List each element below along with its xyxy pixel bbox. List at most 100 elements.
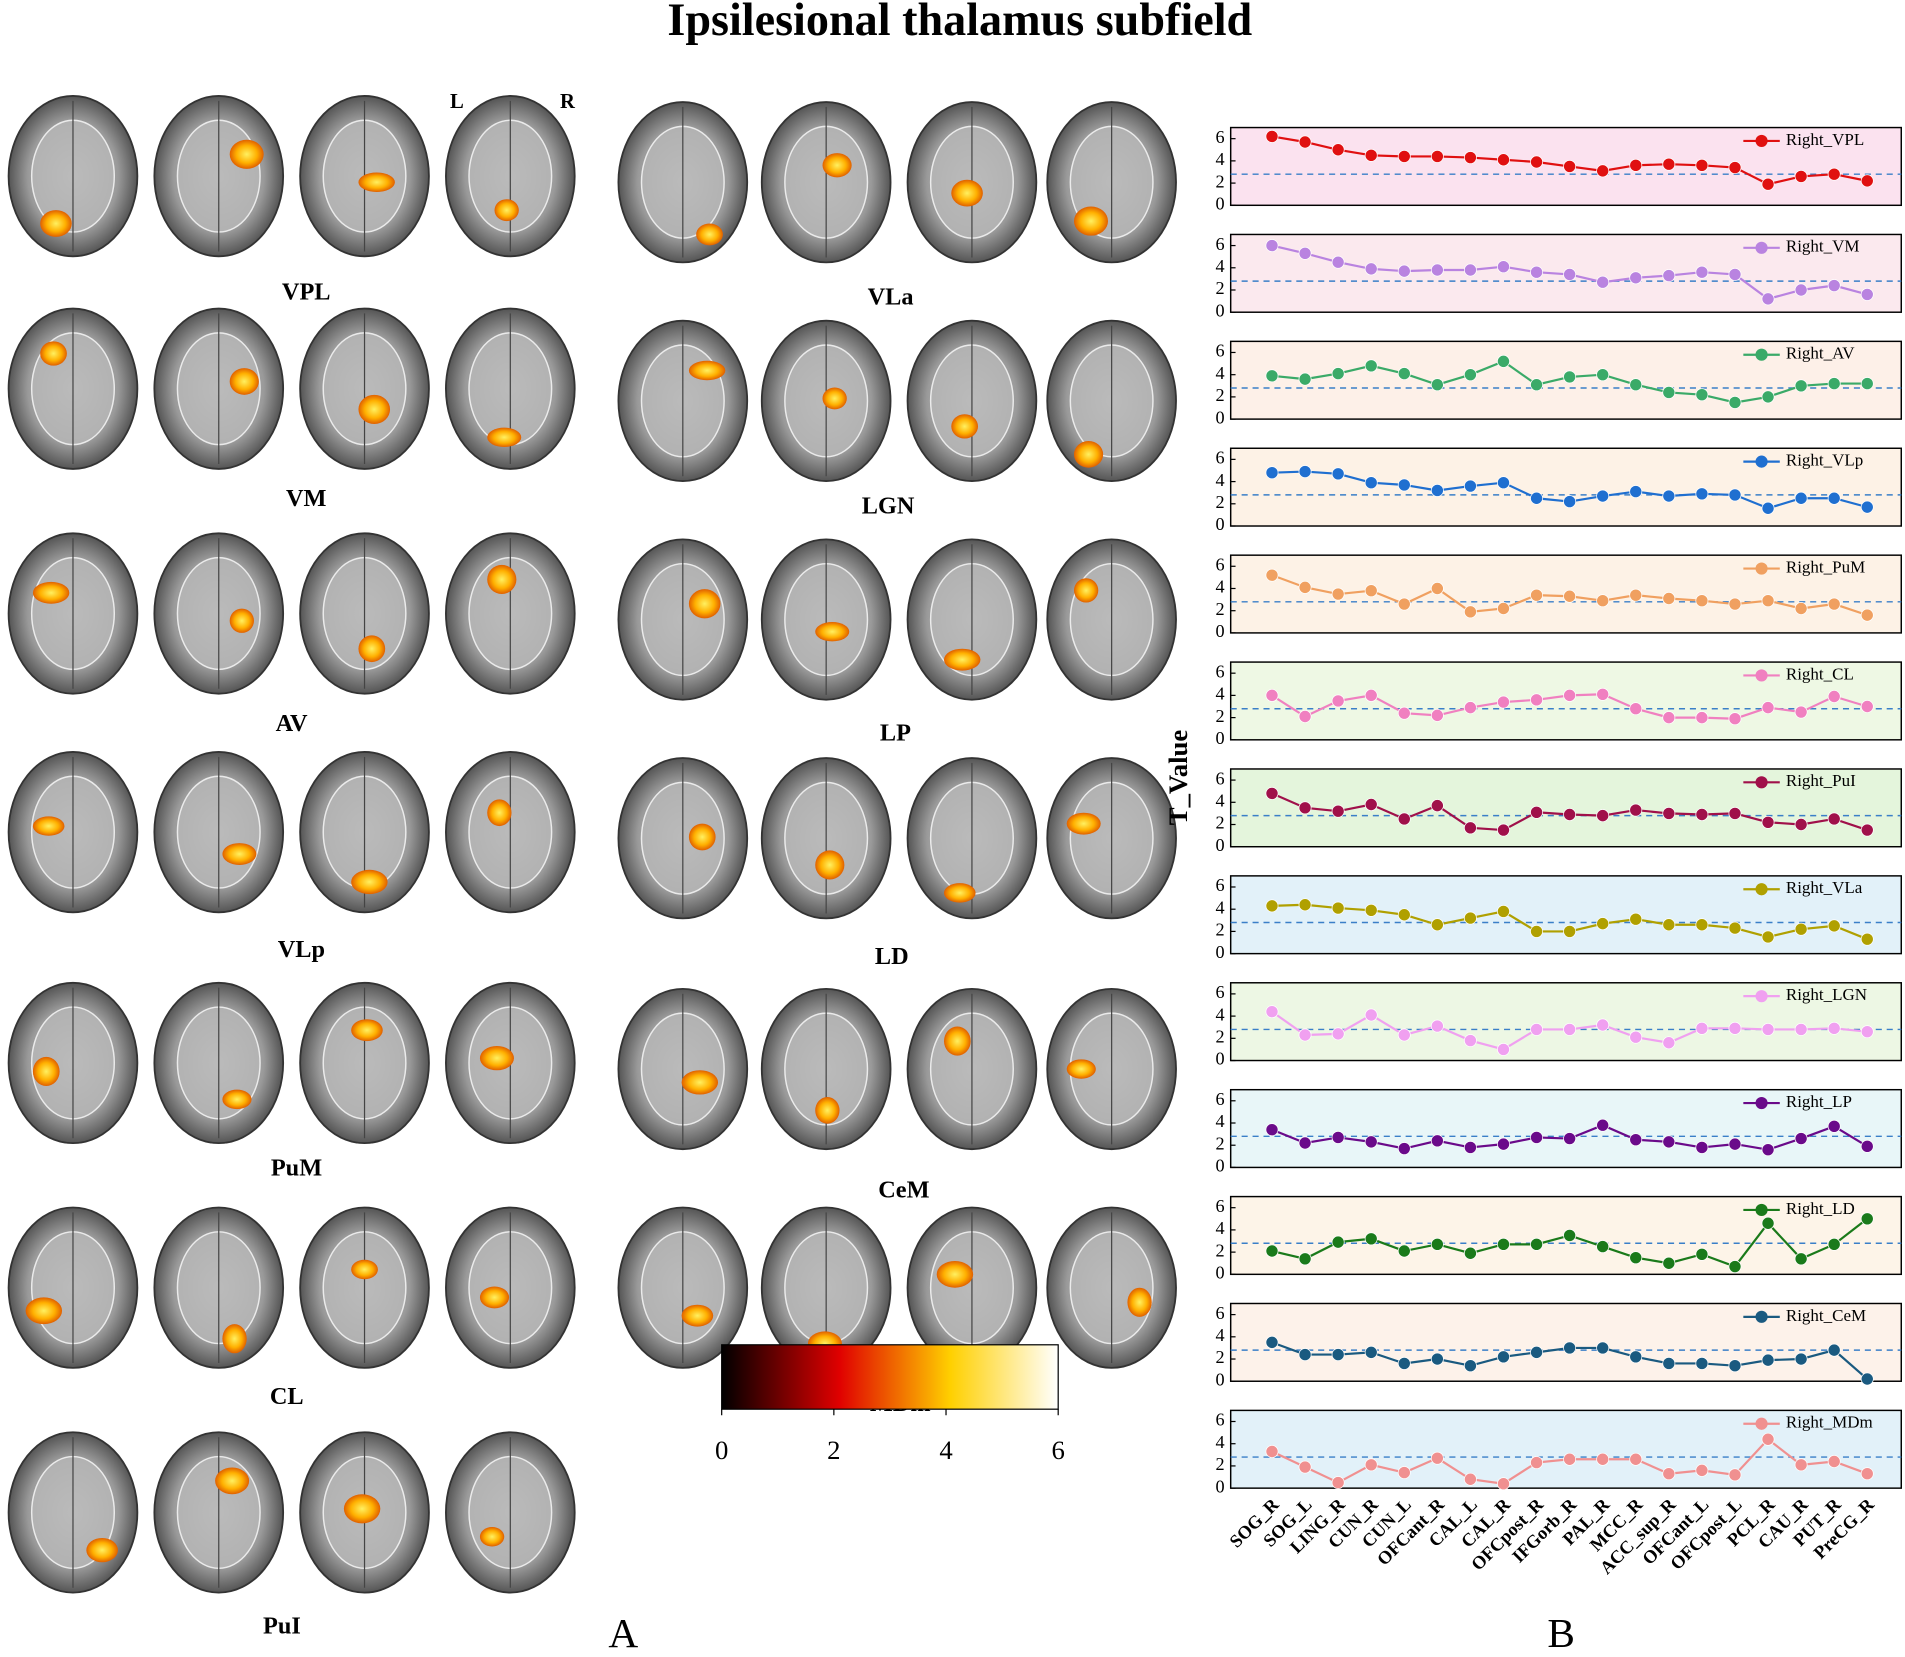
data-point	[1497, 153, 1510, 167]
activation	[25, 1297, 63, 1325]
brain-slice	[617, 1206, 749, 1369]
y-tick-label: 2	[1216, 171, 1225, 191]
panel-background	[1229, 1088, 1902, 1169]
brain-slice	[1046, 1206, 1177, 1369]
data-point	[1596, 917, 1610, 931]
activation	[40, 210, 72, 237]
slice-label: PuI	[263, 1612, 301, 1639]
activation	[487, 799, 512, 827]
data-point	[1397, 1028, 1411, 1042]
y-tick-label: 4	[1216, 1111, 1225, 1131]
data-point	[1827, 812, 1841, 826]
orientation-label: R	[560, 91, 576, 113]
data-point	[1860, 174, 1874, 188]
data-point	[1563, 924, 1577, 938]
data-point	[1397, 908, 1411, 922]
brain-slice	[153, 981, 285, 1145]
data-point	[1728, 396, 1742, 409]
data-point	[1596, 687, 1610, 701]
data-point	[1463, 911, 1477, 925]
data-point	[1827, 167, 1841, 181]
legend-marker	[1755, 241, 1768, 254]
data-point	[1860, 1467, 1874, 1481]
data-point	[1860, 287, 1874, 301]
data-point	[1827, 597, 1841, 611]
y-tick-label: 0	[1216, 621, 1225, 641]
data-point	[1298, 1028, 1312, 1042]
legend-marker	[1755, 1096, 1768, 1110]
data-point	[1298, 372, 1312, 386]
activation	[1073, 206, 1108, 236]
y-tick-label: 4	[1216, 1004, 1225, 1024]
data-point	[1497, 602, 1510, 615]
data-point	[1794, 283, 1808, 297]
brain-slice	[299, 307, 430, 470]
y-tick-label: 4	[1216, 149, 1225, 169]
data-point	[1662, 157, 1676, 171]
data-point	[1695, 1141, 1709, 1154]
data-point	[1530, 805, 1543, 819]
data-point	[1430, 918, 1444, 932]
brain-slice	[617, 757, 749, 920]
y-tick-label: 4	[1216, 470, 1225, 490]
data-point	[1596, 164, 1610, 178]
data-point	[1463, 1472, 1477, 1486]
y-tick-label: 4	[1216, 577, 1225, 597]
data-point	[1463, 1359, 1477, 1373]
brain-slice	[906, 987, 1038, 1151]
data-point	[1265, 568, 1279, 582]
data-point	[1397, 1142, 1411, 1155]
data-point	[1662, 1036, 1676, 1050]
data-point	[1860, 1212, 1874, 1226]
slice-label: LGN	[862, 492, 915, 519]
data-point	[1430, 1451, 1444, 1465]
data-point	[1331, 367, 1345, 381]
data-point	[1298, 1136, 1312, 1150]
y-tick-label: 2	[1216, 492, 1225, 512]
data-point	[1596, 275, 1610, 289]
data-point	[1397, 812, 1411, 826]
legend-label: Right_VLa	[1786, 878, 1863, 897]
data-point	[1265, 688, 1279, 702]
data-point	[1397, 1357, 1411, 1370]
activation	[32, 1056, 60, 1087]
data-point	[1530, 588, 1543, 602]
data-point	[1563, 495, 1577, 509]
data-point	[1397, 597, 1411, 611]
data-point	[1563, 1452, 1577, 1466]
data-point	[1662, 711, 1676, 725]
data-point	[1497, 1350, 1510, 1364]
data-point	[1860, 823, 1874, 837]
activation	[951, 179, 983, 207]
y-tick-label: 0	[1216, 1049, 1225, 1069]
brain-slice	[760, 987, 892, 1151]
data-point	[1430, 263, 1444, 277]
legend-label: Right_LP	[1786, 1092, 1852, 1111]
brain-slice	[445, 981, 576, 1145]
y-tick-label: 6	[1216, 1089, 1225, 1109]
slice-label: LP	[880, 720, 911, 747]
brain-slice	[299, 532, 430, 695]
data-point	[1364, 359, 1378, 373]
activation	[215, 1467, 250, 1495]
brain-slice	[1046, 757, 1177, 920]
brain-slice	[7, 751, 139, 914]
data-point	[1563, 159, 1577, 173]
data-point	[1728, 806, 1742, 820]
activation	[1073, 440, 1104, 468]
brain-slice	[1046, 987, 1177, 1151]
brain-slice	[445, 95, 576, 258]
activation	[1073, 578, 1099, 603]
brain-slice	[617, 538, 749, 701]
brain-slice	[445, 1431, 576, 1594]
y-tick-label: 6	[1216, 875, 1225, 895]
data-point	[1497, 904, 1510, 918]
data-point	[1364, 148, 1378, 162]
data-point	[1497, 823, 1510, 837]
data-point	[1596, 1341, 1610, 1355]
y-tick-label: 0	[1216, 514, 1225, 534]
data-point	[1860, 1139, 1874, 1153]
data-point	[1860, 700, 1874, 713]
legend-marker	[1755, 669, 1768, 682]
